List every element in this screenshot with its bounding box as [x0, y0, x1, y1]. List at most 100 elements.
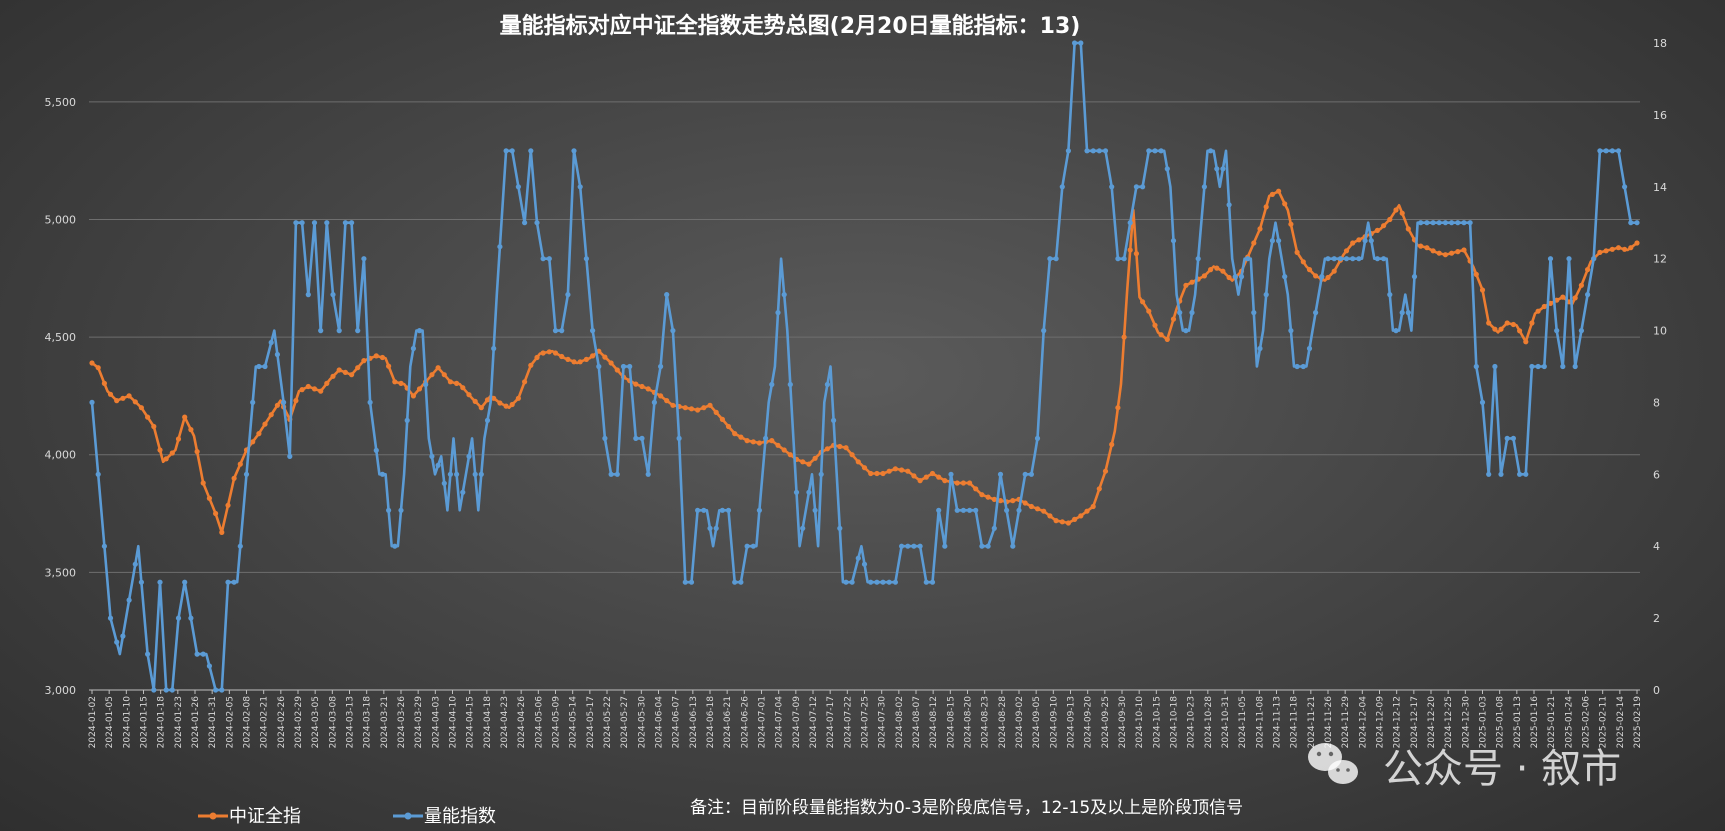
data-point	[1226, 274, 1232, 281]
data-point	[1523, 471, 1529, 477]
data-point	[540, 350, 546, 356]
data-point	[528, 148, 534, 154]
x-tick-label: 2024-12-20	[1427, 696, 1437, 749]
legend-item-volume: 量能指数	[393, 806, 496, 827]
data-point	[1628, 220, 1634, 226]
data-point	[157, 579, 163, 585]
data-point	[367, 399, 373, 405]
data-point	[892, 466, 899, 472]
x-tick-label: 2024-11-29	[1341, 696, 1351, 749]
data-point	[565, 292, 571, 298]
data-point	[571, 359, 577, 365]
legend-item-index: 中证全指	[198, 806, 301, 827]
data-point	[138, 579, 144, 585]
data-point	[1541, 363, 1547, 370]
x-tick-label: 2024-12-25	[1444, 696, 1454, 748]
x-tick-label: 2025-02-06	[1582, 696, 1592, 749]
data-point	[1300, 363, 1306, 370]
data-point	[948, 471, 954, 477]
x-tick-label: 2024-04-26	[517, 696, 527, 749]
data-point	[843, 445, 849, 451]
data-point	[936, 474, 942, 480]
y-left-tick-label: 3,000	[45, 684, 77, 697]
data-point	[460, 489, 466, 495]
data-point	[880, 579, 886, 585]
data-point	[967, 507, 973, 513]
data-point	[472, 398, 478, 404]
data-point	[1411, 274, 1418, 280]
data-point	[985, 543, 991, 549]
data-point	[812, 455, 818, 461]
data-point	[967, 480, 973, 486]
data-point	[120, 395, 126, 401]
data-point	[138, 405, 144, 411]
data-point	[651, 399, 658, 405]
legend: 中证全指 量能指数	[198, 806, 496, 827]
x-tick-label: 2024-10-10	[1135, 696, 1145, 749]
data-point	[472, 471, 478, 477]
data-point	[1195, 256, 1201, 262]
data-point	[824, 446, 831, 452]
data-point	[1504, 320, 1510, 326]
data-point	[1597, 249, 1603, 255]
data-point	[237, 461, 243, 467]
x-tick-label: 2024-01-26	[191, 696, 201, 749]
data-point	[441, 480, 447, 486]
data-point	[1442, 220, 1448, 226]
data-point	[1578, 328, 1584, 334]
x-tick-label: 2024-02-21	[260, 696, 270, 748]
data-point	[868, 579, 874, 585]
y-right-tick-label: 18	[1653, 37, 1667, 50]
data-point	[837, 443, 843, 450]
x-tick-label: 2024-12-09	[1376, 696, 1386, 749]
data-point	[1628, 245, 1634, 251]
data-point	[1294, 249, 1300, 255]
x-tick-label: 2024-04-10	[449, 696, 459, 749]
data-point	[1158, 148, 1164, 154]
data-point	[855, 459, 861, 465]
data-point	[200, 651, 206, 657]
data-point	[985, 494, 991, 500]
data-point	[454, 380, 460, 386]
data-point	[194, 651, 200, 657]
data-point	[769, 381, 775, 388]
data-point	[1387, 216, 1393, 223]
data-point	[942, 543, 948, 549]
data-point	[200, 480, 206, 486]
data-point	[132, 561, 138, 567]
x-tick-label: 2024-07-09	[792, 696, 802, 749]
data-point	[1226, 202, 1232, 208]
data-point	[1387, 292, 1393, 298]
data-point	[107, 391, 114, 397]
data-point	[126, 393, 132, 399]
data-point	[120, 633, 126, 639]
data-point	[1121, 334, 1127, 340]
data-point	[169, 687, 175, 693]
data-point	[688, 579, 695, 585]
x-tick-label: 2024-01-10	[122, 696, 132, 749]
data-point	[583, 356, 590, 362]
data-point	[219, 687, 225, 693]
data-point	[447, 471, 453, 477]
data-point	[1232, 274, 1238, 280]
data-point	[608, 471, 614, 477]
data-point	[1461, 247, 1467, 253]
left-axis: 3,000 3,500 4,000 4,500 5,000 5,500	[45, 96, 77, 697]
data-point	[1146, 148, 1152, 154]
x-tick-label: 2025-01-21	[1547, 696, 1557, 748]
data-point	[707, 402, 713, 408]
x-tick-label: 2024-09-10	[1049, 696, 1059, 749]
data-point	[1313, 273, 1319, 279]
data-point	[583, 256, 590, 262]
data-point	[342, 220, 348, 226]
data-point	[416, 386, 423, 392]
data-point	[151, 423, 157, 430]
data-point	[1393, 328, 1399, 334]
data-point	[781, 292, 787, 298]
data-point	[1615, 245, 1622, 251]
chart-title: 量能指标对应中证全指数走势总图(2月20日量能指标：13)	[500, 13, 1081, 39]
data-point	[645, 386, 651, 392]
x-tick-label: 2024-02-29	[294, 696, 304, 749]
data-point	[460, 385, 466, 391]
